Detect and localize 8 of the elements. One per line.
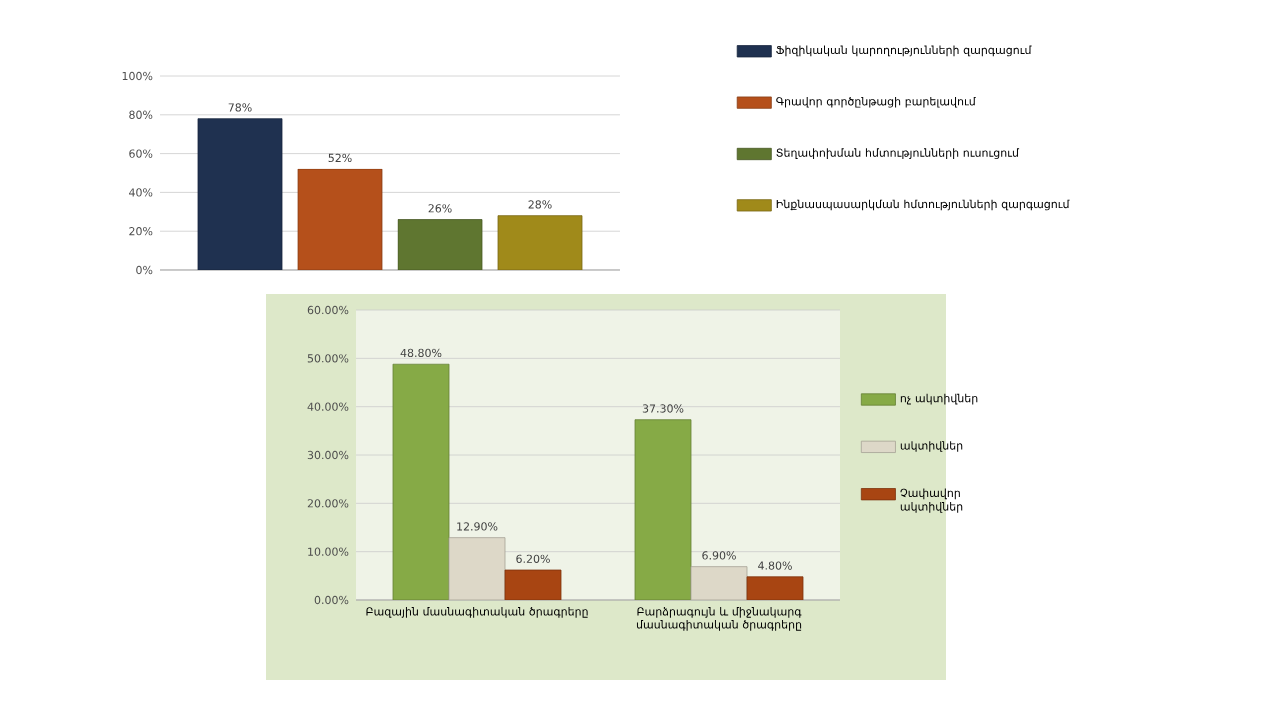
bar bbox=[392, 363, 450, 600]
bar bbox=[746, 576, 804, 600]
bar bbox=[690, 566, 748, 600]
bar bbox=[297, 168, 383, 270]
bar bbox=[397, 219, 483, 270]
bar bbox=[448, 537, 506, 600]
bar bbox=[504, 569, 562, 600]
bar bbox=[634, 419, 692, 600]
